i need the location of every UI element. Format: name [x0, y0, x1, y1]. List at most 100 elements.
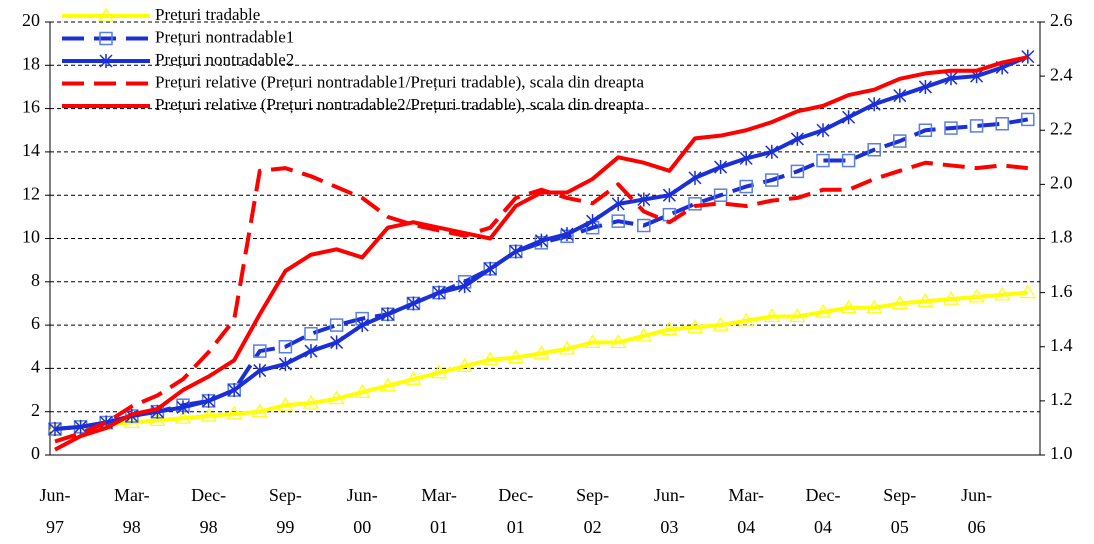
marker — [354, 384, 371, 398]
x-tick-label-line: Sep- — [883, 485, 916, 505]
marker — [738, 312, 755, 327]
x-tick-label-line: 05 — [891, 517, 909, 537]
marker — [944, 71, 958, 86]
legend-label: Prețuri relative (Prețuri nontradable2/P… — [155, 95, 644, 114]
y-tick-label: 6 — [31, 313, 40, 333]
marker — [1021, 112, 1035, 127]
x-tick-label-line: Dec- — [806, 485, 841, 505]
marker — [816, 153, 830, 168]
marker — [176, 400, 190, 415]
marker — [942, 290, 960, 305]
y-tick-label: 8 — [31, 270, 40, 290]
marker — [842, 110, 856, 125]
x-tick-label-line: 00 — [353, 517, 371, 537]
marker — [277, 397, 294, 411]
marker — [841, 153, 856, 168]
x-tick-label: Jun- 97 — [40, 485, 71, 537]
series-line — [54, 55, 1029, 452]
x-tick-label-line: Mar- — [114, 485, 150, 505]
y-tick-label: 20 — [22, 10, 40, 30]
y-tick-label: 4 — [31, 357, 40, 377]
x-tick-label: Sep- 99 — [269, 485, 302, 537]
x-tick-label: Dec- 01 — [498, 485, 533, 537]
marker — [995, 117, 1009, 131]
marker — [226, 405, 243, 420]
marker — [790, 131, 804, 146]
y-tick-label: 14 — [22, 140, 40, 160]
y2-tick-label: 1.8 — [1050, 227, 1073, 247]
marker — [328, 390, 345, 405]
marker — [483, 261, 497, 276]
marker — [304, 327, 318, 341]
marker — [866, 299, 883, 314]
marker — [533, 345, 550, 359]
marker — [867, 142, 881, 157]
x-tick-label-line: 02 — [584, 517, 602, 537]
marker — [174, 410, 192, 424]
x-tick-label-line: 06 — [968, 517, 986, 537]
x-tick-label-line: 01 — [507, 517, 525, 537]
legend-label: Prețuri relative (Prețuri nontradable1/P… — [155, 72, 644, 91]
y-tick-label: 10 — [22, 227, 40, 247]
marker — [381, 307, 395, 322]
y2-tick-label: 2.4 — [1050, 64, 1073, 84]
x-tick-label-line: Jun- — [347, 485, 378, 505]
marker — [739, 151, 753, 166]
marker — [763, 308, 780, 323]
marker — [48, 422, 62, 437]
marker — [893, 88, 907, 103]
y-tick-label: 18 — [22, 53, 40, 73]
legend-label: Prețuri nontradable1 — [155, 27, 294, 46]
marker — [814, 303, 832, 318]
x-tick-label-line: Sep- — [576, 485, 609, 505]
marker — [302, 394, 320, 409]
y2-tick-label: 2.2 — [1050, 118, 1073, 138]
marker — [765, 173, 779, 187]
y2-tick-label: 2.6 — [1050, 10, 1073, 30]
x-tick-label-line: Dec- — [498, 485, 533, 505]
marker — [329, 318, 344, 332]
x-tick-label-line: 03 — [660, 517, 678, 537]
marker — [200, 407, 217, 422]
marker — [456, 358, 473, 372]
marker — [430, 364, 448, 379]
legend-label: Prețuri nontradable2 — [155, 50, 294, 69]
y-tick-label: 16 — [22, 97, 40, 117]
x-tick-label: Jun- 06 — [961, 485, 992, 537]
x-tick-label: Jun- 00 — [347, 485, 378, 537]
marker — [918, 123, 933, 137]
x-tick-label-line: Mar- — [728, 485, 764, 505]
marker — [509, 244, 523, 259]
x-tick-label-line: 98 — [123, 517, 141, 537]
x-tick-label-line: 99 — [276, 517, 294, 537]
marker — [789, 308, 806, 323]
x-tick-label-line: Jun- — [40, 485, 71, 505]
series-line — [54, 290, 1028, 432]
marker — [149, 412, 166, 426]
x-tick-label: Sep- 05 — [883, 485, 916, 537]
x-tick-label-line: 04 — [737, 517, 755, 537]
x-tick-label: Mar- 98 — [114, 485, 150, 537]
x-tick-label: Dec- 04 — [806, 485, 841, 537]
marker — [968, 288, 985, 303]
marker — [611, 196, 625, 211]
marker — [686, 319, 704, 333]
marker — [74, 419, 88, 434]
y-tick-label: 12 — [22, 183, 40, 203]
marker — [1021, 49, 1035, 64]
y-tick-label: 0 — [31, 443, 40, 463]
marker — [994, 286, 1011, 301]
marker — [534, 233, 548, 248]
marker — [712, 316, 729, 331]
y2-tick-label: 1.4 — [1050, 335, 1073, 355]
marker — [662, 188, 676, 203]
marker — [558, 340, 576, 355]
marker — [969, 119, 984, 133]
marker — [405, 371, 422, 385]
marker — [891, 295, 908, 310]
marker — [893, 134, 907, 148]
marker — [840, 299, 857, 314]
marker — [637, 192, 651, 207]
series-line — [54, 160, 1029, 444]
marker — [560, 227, 574, 242]
